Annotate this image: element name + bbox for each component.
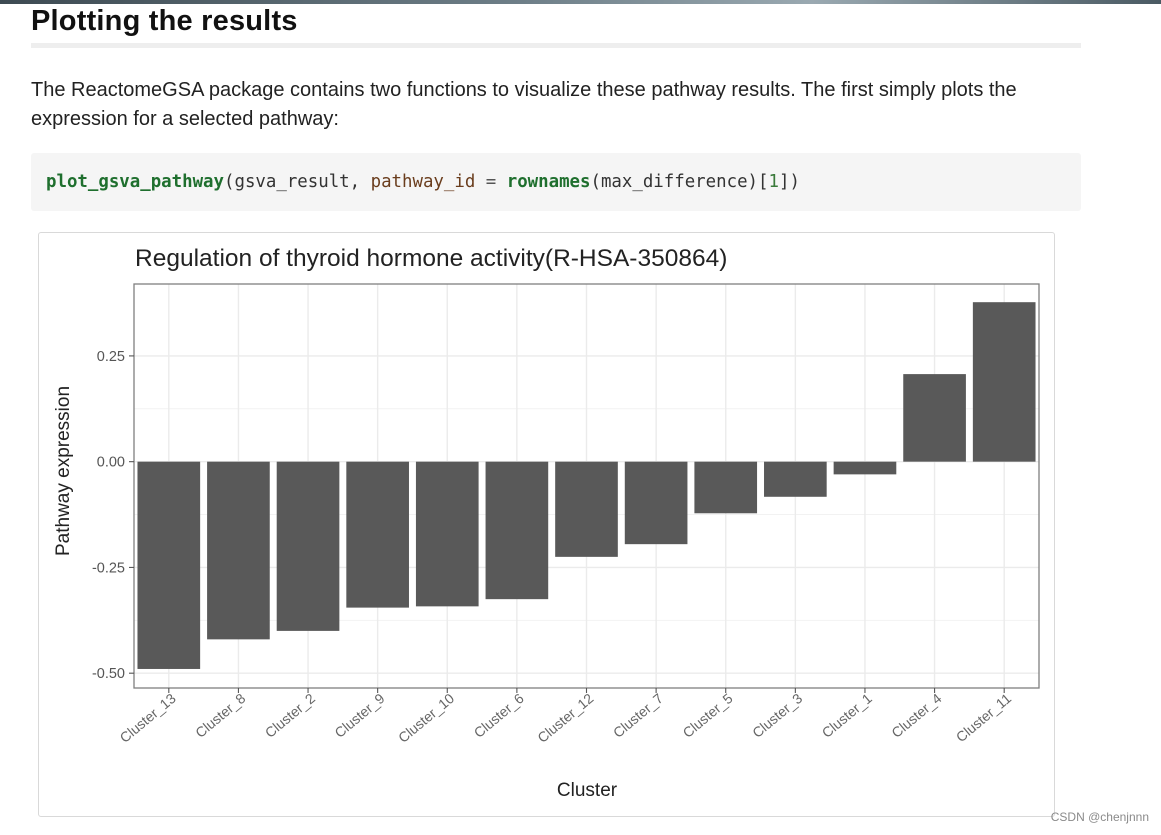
bar-cluster-11	[972, 302, 1036, 462]
x-tick-label: Cluster_11	[953, 690, 1015, 745]
bar-cluster-10	[415, 461, 479, 607]
bar-cluster-9	[346, 461, 409, 608]
bar-cluster-8	[207, 461, 270, 640]
heading-underline	[31, 43, 1081, 48]
code-number: 1	[768, 172, 779, 192]
code-block: plot_gsva_pathway(gsva_result, pathway_i…	[31, 153, 1081, 211]
x-tick-label: Cluster_13	[117, 690, 179, 746]
code-text: ])	[778, 172, 800, 192]
plot-figure: Regulation of thyroid hormone activity(R…	[38, 232, 1055, 817]
code-argument-name: pathway_id	[370, 172, 476, 192]
code-text: (gsva_result,	[224, 172, 371, 192]
code-function-name: rownames	[506, 172, 591, 192]
watermark: CSDN @chenjnnn	[1050, 810, 1149, 824]
section-heading: Plotting the results	[31, 5, 298, 37]
bar-cluster-6	[485, 461, 549, 600]
x-tick-label: Cluster_4	[888, 690, 944, 741]
x-tick-label: Cluster_10	[395, 690, 457, 746]
x-axis-title: Cluster	[557, 780, 618, 801]
code-function-name: plot_gsva_pathway	[46, 172, 224, 192]
y-tick-label: 0.25	[97, 349, 125, 365]
bar-cluster-7	[624, 461, 688, 545]
code-text: (max_difference)[	[590, 172, 769, 192]
intro-paragraph: The ReactomeGSA package contains two fun…	[31, 79, 1017, 130]
chart-title: Regulation of thyroid hormone activity(R…	[135, 245, 727, 272]
x-tick-label: Cluster_5	[679, 690, 735, 741]
bar-cluster-2	[276, 461, 340, 631]
bar-cluster-3	[764, 461, 827, 497]
bar-cluster-13	[137, 461, 201, 669]
y-tick-label: 0.00	[97, 455, 125, 471]
bar-cluster-1	[833, 461, 897, 475]
y-tick-label: -0.50	[92, 666, 125, 682]
x-tick-label: Cluster_2	[262, 690, 318, 741]
x-tick-label: Cluster_12	[534, 690, 596, 746]
x-tick-label: Cluster_3	[749, 690, 805, 741]
code-operator: =	[475, 172, 507, 192]
x-tick-label: Cluster_7	[610, 690, 666, 741]
top-banner-strip	[0, 0, 1161, 4]
y-tick-label: -0.25	[92, 560, 125, 576]
code-line: plot_gsva_pathway(gsva_result, pathway_i…	[46, 170, 800, 194]
x-tick-label: Cluster_1	[819, 690, 875, 741]
y-axis-title: Pathway expression	[53, 386, 74, 556]
bar-cluster-12	[555, 461, 618, 557]
x-tick-label: Cluster_6	[471, 690, 527, 741]
x-tick-label: Cluster_8	[192, 690, 248, 741]
x-tick-label: Cluster_9	[331, 690, 387, 741]
bar-cluster-5	[694, 461, 758, 514]
bar-cluster-4	[903, 374, 966, 462]
bar-chart: Regulation of thyroid hormone activity(R…	[53, 245, 1040, 801]
